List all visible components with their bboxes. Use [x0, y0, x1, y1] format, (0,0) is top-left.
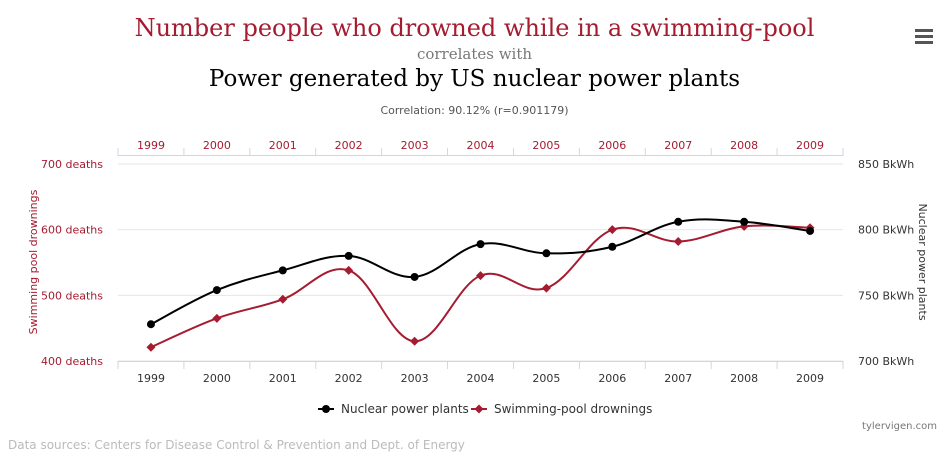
- data-point-nuclear: [806, 226, 815, 235]
- x-tick-label-top: 2002: [335, 139, 363, 152]
- data-point-nuclear: [542, 249, 551, 258]
- x-tick-label-bottom: 2008: [730, 372, 758, 385]
- correlation-value: Correlation: 90.12% (r=0.901179): [380, 104, 569, 117]
- right-tick-label: 850 BkWh: [858, 158, 914, 171]
- x-tick-label-top: 2000: [203, 139, 231, 152]
- site-credit[interactable]: tylervigen.com: [862, 421, 937, 432]
- chart-subtitle: Power generated by US nuclear power plan…: [208, 66, 741, 92]
- data-point-nuclear: [608, 242, 617, 251]
- data-point-nuclear: [410, 272, 419, 281]
- x-tick-label-bottom: 2004: [467, 372, 495, 385]
- x-tick-label-bottom: 2009: [796, 372, 824, 385]
- data-point-drownings: [278, 294, 288, 304]
- data-point-nuclear: [212, 286, 221, 295]
- data-point-drownings: [607, 225, 617, 235]
- x-tick-label-bottom: 2001: [269, 372, 297, 385]
- series-line-drownings: [150, 224, 811, 349]
- right-tick-label: 800 BkWh: [858, 224, 914, 237]
- x-tick-label-bottom: 2002: [335, 372, 363, 385]
- data-point-drownings: [344, 265, 354, 275]
- data-point-nuclear: [476, 240, 485, 249]
- data-point-nuclear: [344, 251, 353, 260]
- x-tick-label-top: 2008: [730, 139, 758, 152]
- correlates-with-label: correlates with: [416, 45, 533, 63]
- data-point-drownings: [476, 271, 485, 281]
- left-tick-label: 600 deaths: [41, 224, 103, 237]
- data-point-nuclear: [740, 217, 749, 226]
- legend-marker-circle: [322, 405, 330, 413]
- x-tick-label-top: 2005: [532, 139, 560, 152]
- left-axis-title: Swimming pool drownings: [27, 189, 40, 334]
- x-tick-label-top: 2006: [598, 139, 626, 152]
- data-sources: Data sources: Centers for Disease Contro…: [8, 438, 465, 452]
- x-tick-label-top: 2009: [796, 139, 824, 152]
- right-tick-label: 750 BkWh: [858, 289, 914, 302]
- data-point-drownings: [541, 283, 551, 293]
- x-tick-label-bottom: 2006: [598, 372, 626, 385]
- legend-label[interactable]: Swimming-pool drownings: [494, 402, 652, 416]
- data-point-drownings: [410, 336, 420, 346]
- legend-label[interactable]: Nuclear power plants: [341, 402, 469, 416]
- right-tick-label: 700 BkWh: [858, 355, 914, 368]
- data-point-nuclear: [278, 266, 287, 275]
- right-axis-title: Nuclear power plants: [916, 203, 929, 320]
- data-point-nuclear: [146, 320, 155, 329]
- x-tick-label-bottom: 2007: [664, 372, 692, 385]
- left-tick-label: 400 deaths: [41, 355, 103, 368]
- left-tick-label: 500 deaths: [41, 289, 103, 302]
- data-point-nuclear: [674, 217, 683, 226]
- x-tick-label-top: 2001: [269, 139, 297, 152]
- x-tick-label-bottom: 2005: [532, 372, 560, 385]
- x-tick-label-bottom: 1999: [137, 372, 165, 385]
- chart-title: Number people who drowned while in a swi…: [134, 14, 815, 42]
- x-tick-label-bottom: 2003: [401, 372, 429, 385]
- x-tick-label-top: 2003: [401, 139, 429, 152]
- data-point-drownings: [212, 313, 222, 323]
- data-point-drownings: [673, 236, 683, 246]
- data-point-drownings: [146, 342, 156, 352]
- legend-marker-diamond: [474, 404, 484, 414]
- x-tick-label-top: 2007: [664, 139, 692, 152]
- hamburger-menu-icon[interactable]: [915, 29, 933, 45]
- left-tick-label: 700 deaths: [41, 158, 103, 171]
- x-tick-label-bottom: 2000: [203, 372, 231, 385]
- x-tick-label-top: 2004: [467, 139, 495, 152]
- x-tick-label-top: 1999: [137, 139, 165, 152]
